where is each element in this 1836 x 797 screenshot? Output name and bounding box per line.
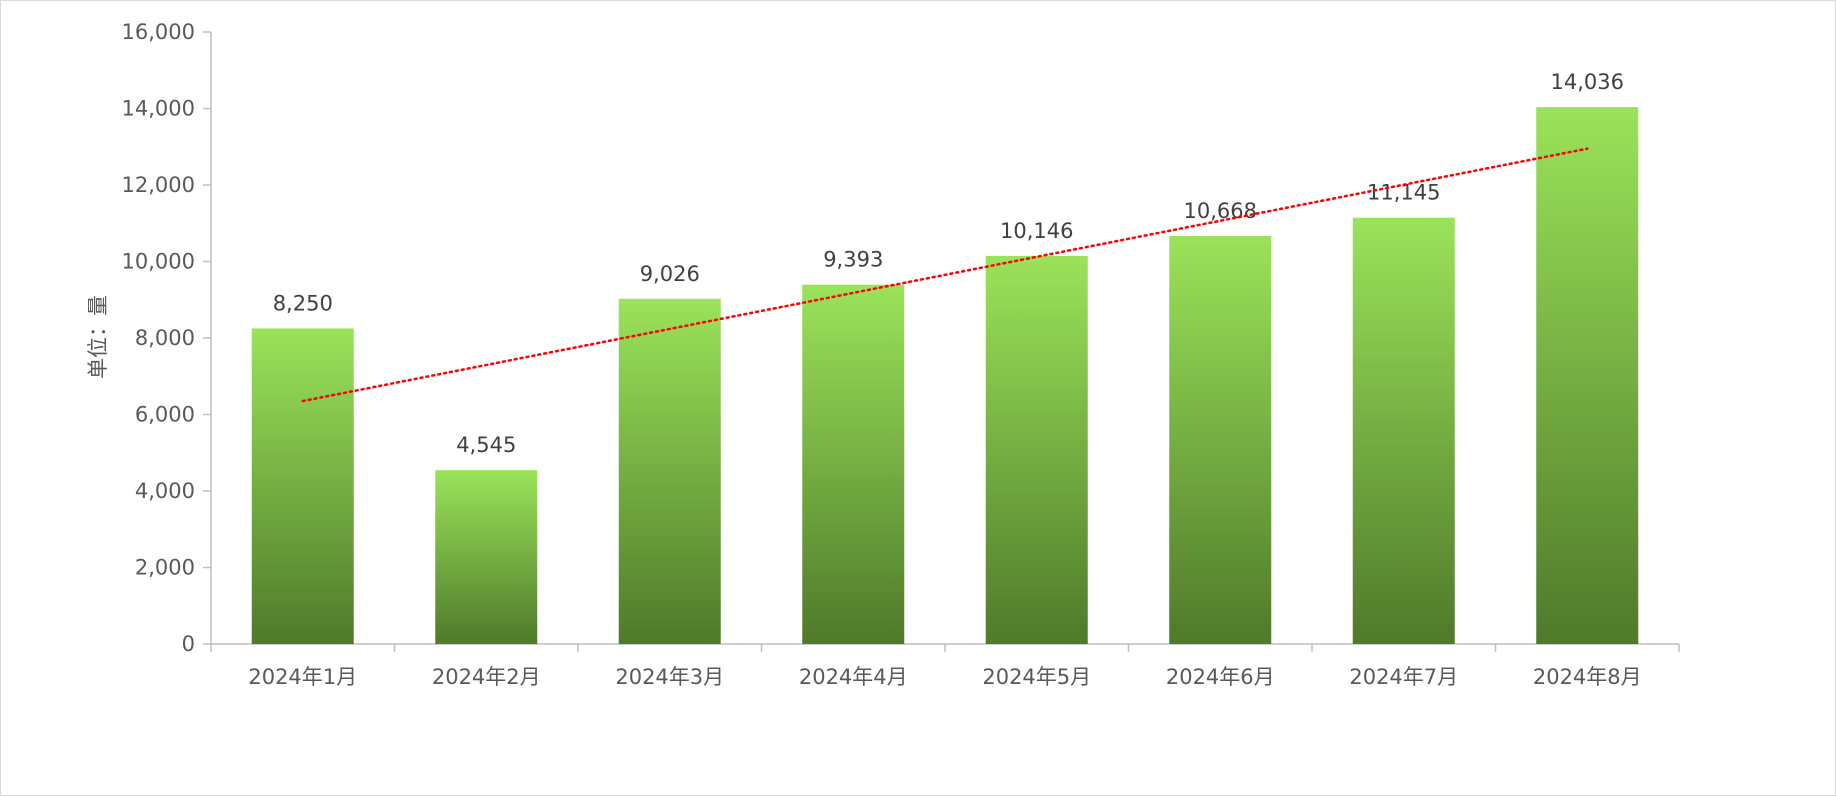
axes: 0 2,000 4,000 6,000 8,000 10,000 12,000 14,000 1… xyxy=(122,20,1680,689)
bar xyxy=(1536,107,1639,645)
y-tick-label: 10,000 xyxy=(122,250,195,274)
y-tick-label: 14,000 xyxy=(122,97,195,121)
bar xyxy=(802,284,905,644)
y-tick-label: 12,000 xyxy=(122,173,195,197)
data-label: 10,146 xyxy=(1000,219,1073,243)
x-tick-label: 2024年5月 xyxy=(982,665,1091,689)
data-label: 9,393 xyxy=(823,248,883,272)
y-tick-label: 8,000 xyxy=(135,326,195,350)
bar xyxy=(251,328,354,644)
trendline-line xyxy=(301,147,1589,403)
bars xyxy=(251,107,1639,645)
bar xyxy=(1352,217,1455,645)
trendline xyxy=(301,147,1589,403)
y-tick-label: 16,000 xyxy=(122,20,195,44)
data-labels: 8,2504,5459,0269,39310,14610,66811,14514… xyxy=(273,70,1624,457)
bar xyxy=(435,470,538,644)
x-tick-label: 2024年4月 xyxy=(799,665,908,689)
y-tick-label: 0 xyxy=(182,632,195,656)
x-tick-label: 2024年2月 xyxy=(432,665,541,689)
x-tick-label: 2024年3月 xyxy=(615,665,724,689)
y-axis-title: 单位：量 xyxy=(86,295,110,379)
bar xyxy=(985,255,1088,644)
bar xyxy=(1169,235,1272,644)
bar xyxy=(618,298,721,644)
x-tick-label: 2024年6月 xyxy=(1166,665,1275,689)
data-label: 10,668 xyxy=(1184,199,1257,223)
y-tick-label: 2,000 xyxy=(135,556,195,580)
x-tick-label: 2024年1月 xyxy=(248,665,357,689)
y-tick-label: 4,000 xyxy=(135,479,195,503)
data-label: 4,545 xyxy=(456,433,516,457)
data-label: 9,026 xyxy=(640,262,700,286)
data-label: 14,036 xyxy=(1551,70,1624,94)
data-label: 8,250 xyxy=(273,291,333,315)
y-tick-label: 6,000 xyxy=(135,403,195,427)
x-tick-label: 2024年8月 xyxy=(1533,665,1642,689)
x-tick-label: 2024年7月 xyxy=(1349,665,1458,689)
